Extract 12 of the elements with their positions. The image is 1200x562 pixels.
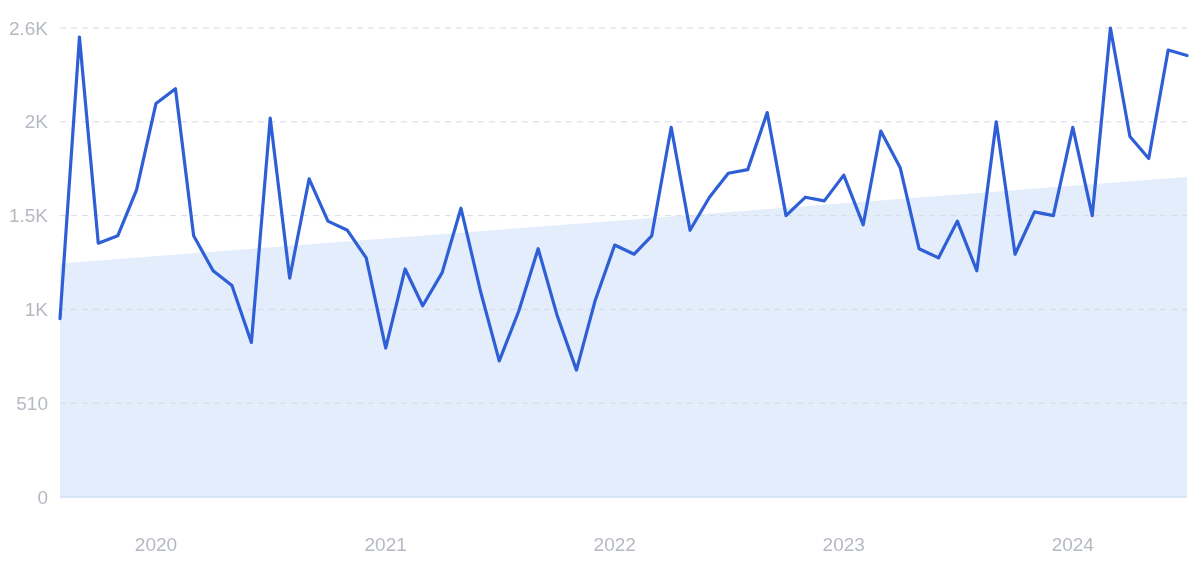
y-tick-label: 510	[16, 392, 48, 414]
y-tick-label: 0	[37, 486, 48, 508]
y-tick-label: 1K	[24, 299, 49, 321]
x-tick-label: 2021	[364, 534, 407, 555]
x-tick-label: 2024	[1051, 534, 1095, 555]
x-tick-label: 2020	[134, 534, 178, 555]
y-tick-label: 2K	[24, 111, 49, 133]
y-tick-label: 1.5K	[8, 205, 49, 227]
x-tick-label: 2023	[822, 534, 865, 555]
x-tick-label: 2022	[593, 534, 636, 555]
y-tick-label: 2.6K	[8, 17, 49, 39]
line-series	[58, 26, 1189, 372]
